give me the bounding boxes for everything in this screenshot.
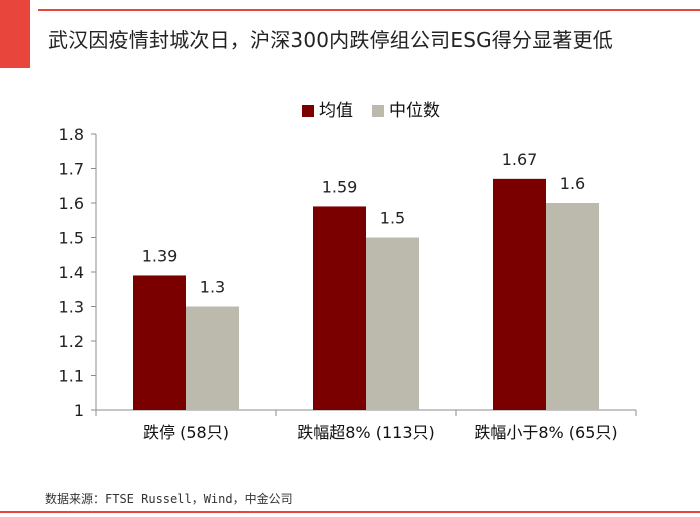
x-tick-label: 跌幅小于8% (65只)	[474, 423, 617, 442]
y-tick-label: 1.2	[59, 332, 84, 351]
legend-swatch	[372, 105, 384, 117]
legend-swatch	[302, 105, 314, 117]
y-tick-label: 1.6	[59, 194, 84, 213]
header-rule	[38, 9, 700, 11]
header-accent-block	[0, 0, 30, 68]
y-tick-label: 1	[74, 401, 84, 420]
data-label: 1.5	[380, 209, 405, 228]
y-tick-label: 1.8	[59, 125, 84, 144]
footer-rule	[0, 511, 700, 513]
data-label: 1.39	[142, 246, 178, 265]
page-title: 武汉因疫情封城次日，沪深300内跌停组公司ESG得分显著更低	[48, 28, 614, 52]
bar-median	[546, 203, 599, 410]
source-note: 数据来源：FTSE Russell，Wind，中金公司	[45, 492, 293, 506]
x-tick-label: 跌停 (58只)	[143, 423, 229, 442]
x-tick-label: 跌幅超8% (113只)	[297, 423, 435, 442]
data-label: 1.6	[560, 174, 585, 193]
y-tick-label: 1.4	[59, 263, 84, 282]
data-label: 1.67	[502, 150, 538, 169]
bar-median	[186, 306, 239, 410]
data-label: 1.3	[200, 278, 225, 297]
bar-median	[366, 237, 419, 410]
legend-label: 中位数	[389, 101, 440, 121]
y-tick-label: 1.3	[59, 298, 84, 317]
y-tick-label: 1.5	[59, 229, 84, 248]
y-tick-label: 1.7	[59, 160, 84, 179]
legend-label: 均值	[319, 101, 353, 121]
bar-mean	[313, 206, 366, 410]
bar-mean	[493, 178, 546, 410]
y-tick-label: 1.1	[59, 367, 84, 386]
bar-mean	[133, 275, 186, 410]
data-label: 1.59	[322, 177, 358, 196]
